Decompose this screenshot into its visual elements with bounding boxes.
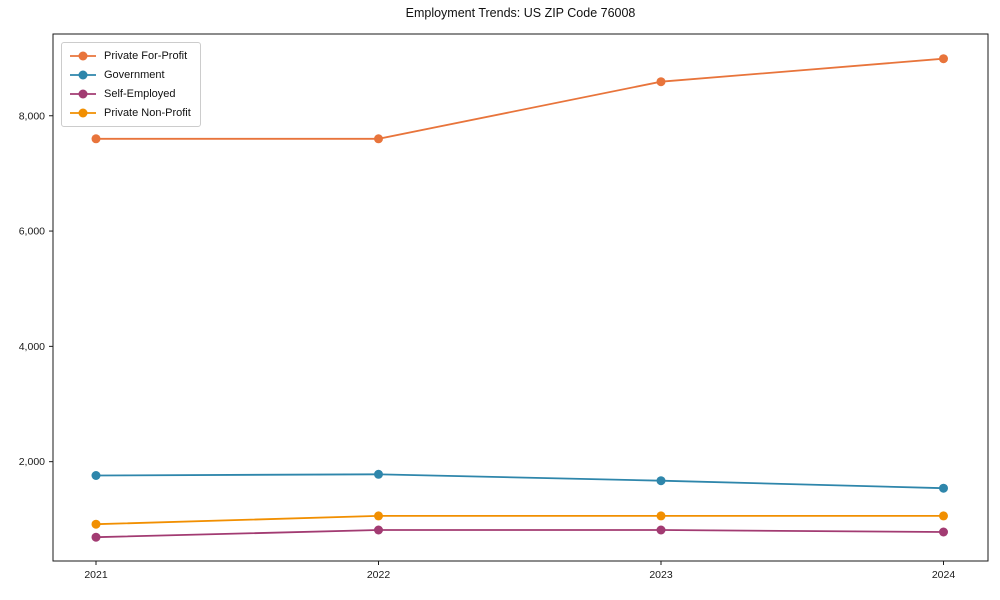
legend-item-private-non-profit: Private Non-Profit: [69, 105, 191, 121]
x-tick-label: 2022: [367, 569, 391, 581]
data-point-private-for-profit-2023: [656, 77, 666, 87]
data-point-private-non-profit-2021: [91, 519, 101, 529]
legend-marker-private-non-profit: [70, 108, 96, 118]
y-tick-label: 6,000: [19, 226, 45, 238]
data-point-self-employed-2022: [374, 525, 383, 535]
data-point-private-for-profit-2024: [939, 54, 948, 64]
y-tick-label: 8,000: [19, 110, 45, 122]
data-point-self-employed-2023: [656, 525, 666, 535]
data-point-government-2023: [656, 476, 666, 486]
data-point-government-2021: [91, 471, 101, 480]
data-point-private-non-profit-2022: [374, 511, 383, 521]
y-tick-label: 4,000: [19, 341, 45, 353]
data-point-government-2024: [939, 483, 948, 493]
line-series-private-for-profit: [96, 57, 944, 140]
legend-item-self-employed: Self-Employed: [69, 86, 191, 102]
line-series-government: [95, 473, 944, 490]
data-point-private-non-profit-2024: [939, 511, 948, 521]
data-point-private-non-profit-2023: [656, 511, 666, 521]
legend-item-private-for-profit: Private For-Profit: [69, 48, 191, 64]
x-tick-label: 2024: [932, 569, 956, 581]
x-tick-label: 2023: [649, 569, 673, 581]
legend: Private For-Profit Government Self-Emplo…: [61, 42, 201, 127]
data-point-government-2022: [374, 469, 383, 479]
legend-label: Government: [104, 69, 165, 81]
data-point-private-for-profit-2022: [374, 134, 383, 144]
legend-marker-self-employed: [70, 89, 96, 99]
x-tick-label: 2021: [84, 569, 108, 581]
line-series-private-non-profit: [95, 515, 944, 526]
data-point-self-employed-2021: [91, 532, 101, 542]
legend-label: Self-Employed: [104, 88, 176, 100]
chart-title: Employment Trends: US ZIP Code 76008: [405, 6, 636, 20]
legend-marker-government: [70, 70, 96, 80]
data-point-private-for-profit-2021: [91, 134, 101, 144]
line-series-self-employed: [95, 529, 944, 539]
axes-frame: [52, 33, 989, 562]
legend-label: Private For-Profit: [104, 50, 188, 62]
y-tick-label: 2,000: [19, 456, 45, 468]
legend-item-government: Government: [69, 67, 191, 83]
legend-label: Private Non-Profit: [104, 107, 191, 119]
legend-marker-private-for-profit: [70, 51, 96, 61]
data-point-self-employed-2024: [939, 527, 948, 537]
